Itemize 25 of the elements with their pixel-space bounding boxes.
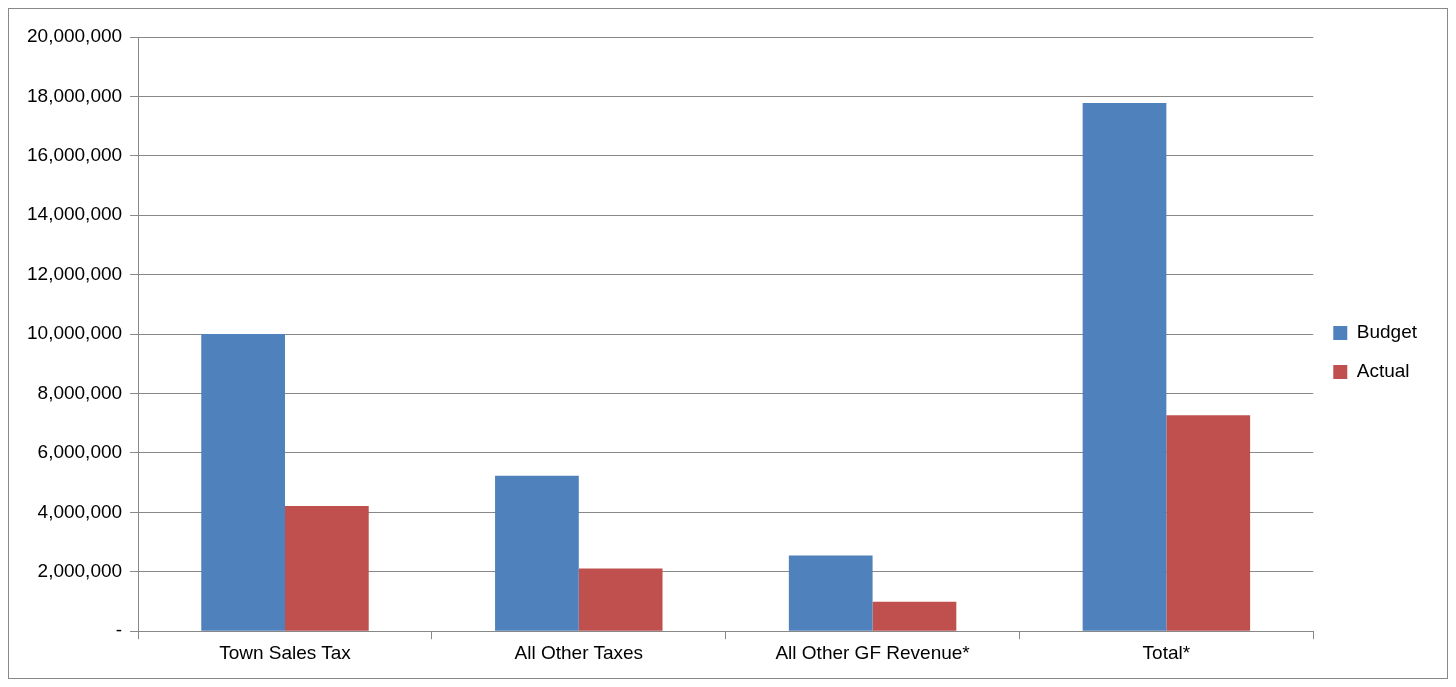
bar xyxy=(495,475,579,631)
y-tick-label: 8,000,000 xyxy=(37,381,123,403)
x-tick-label: Town Sales Tax xyxy=(219,641,352,663)
bar xyxy=(1166,415,1251,631)
legend-label: Actual xyxy=(1356,360,1410,382)
y-tick-label: 4,000,000 xyxy=(37,500,123,522)
y-tick-label: 10,000,000 xyxy=(27,322,123,344)
x-tick-label: Total* xyxy=(1142,641,1191,663)
bar xyxy=(578,568,663,631)
bar xyxy=(201,334,285,631)
y-tick-label: 6,000,000 xyxy=(37,441,123,463)
y-tick-label: 14,000,000 xyxy=(27,203,123,225)
bar xyxy=(284,506,369,631)
y-tick-label: 18,000,000 xyxy=(27,84,123,106)
y-tick-label: 16,000,000 xyxy=(27,144,123,166)
y-tick-label: - xyxy=(115,619,123,641)
bar xyxy=(872,601,957,631)
y-tick-label: 20,000,000 xyxy=(27,25,123,47)
legend-label: Budget xyxy=(1356,321,1418,343)
bar xyxy=(788,555,873,631)
bar xyxy=(1082,102,1167,631)
x-tick-label: All Other GF Revenue* xyxy=(775,641,971,663)
y-tick-label: 12,000,000 xyxy=(27,262,123,284)
y-tick-label: 2,000,000 xyxy=(37,560,123,582)
x-tick-label: All Other Taxes xyxy=(514,641,644,663)
